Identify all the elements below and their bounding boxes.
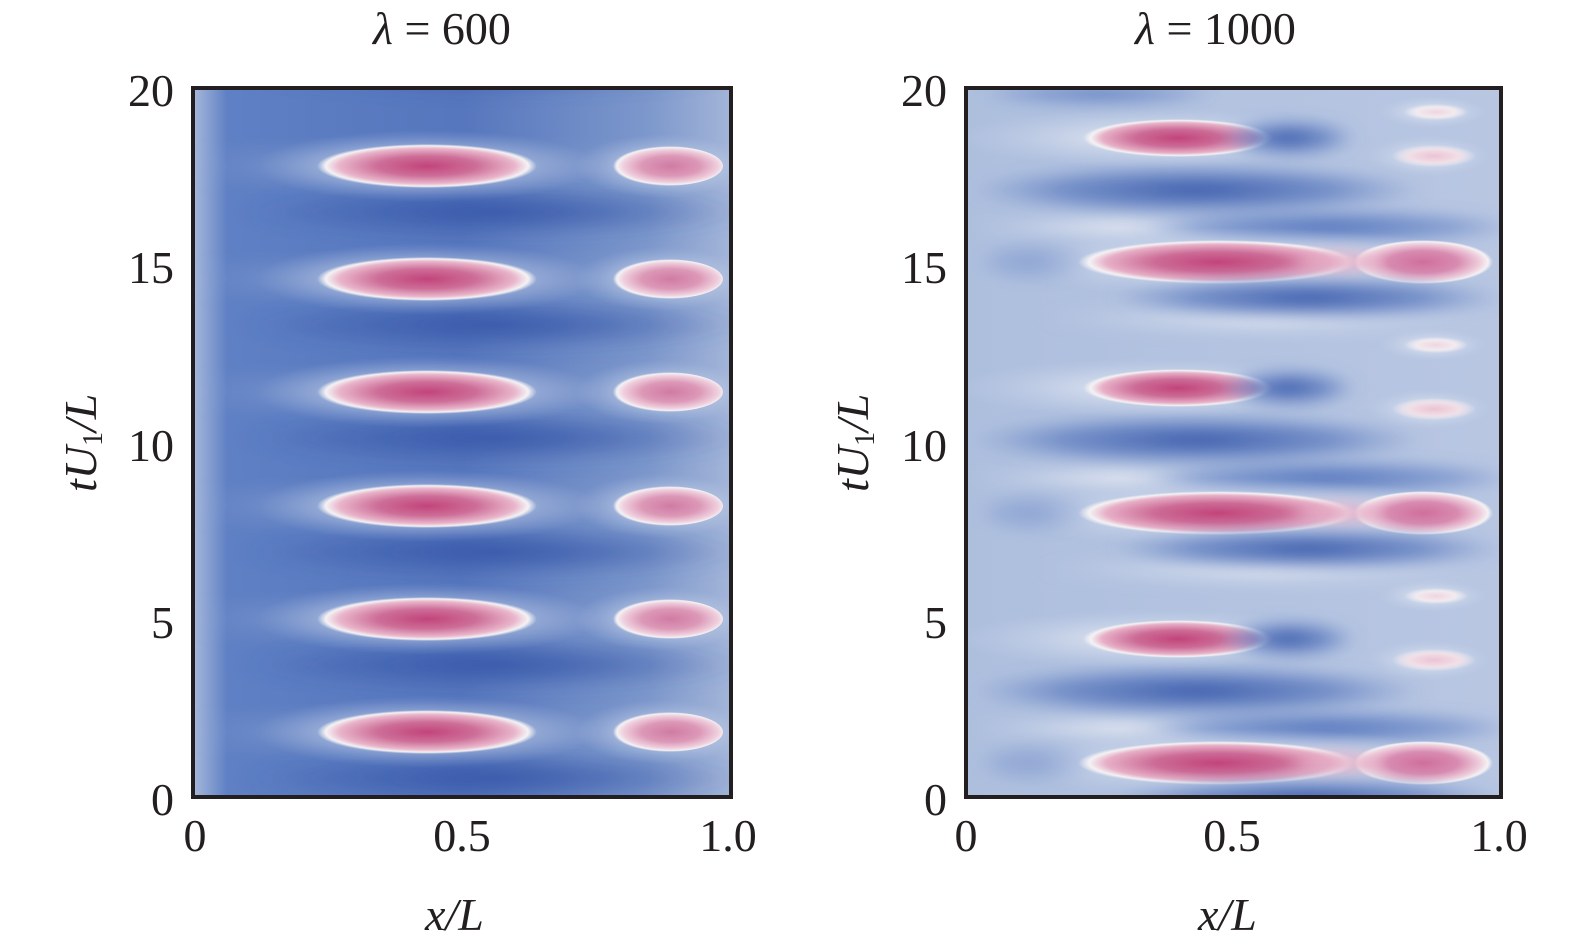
y-tick-15: 15 — [128, 242, 174, 293]
row-t-17-8 — [195, 130, 729, 236]
cycle-3 — [968, 209, 1499, 320]
x-tick-0-5: 0.5 — [1203, 810, 1261, 861]
x-tick-1-0: 1.0 — [1470, 810, 1528, 861]
row-t-5-0 — [195, 583, 729, 689]
cycle-2-short — [968, 300, 1498, 466]
x-axis-label: x/L — [425, 889, 484, 940]
cycle-1 — [968, 710, 1499, 795]
lambda-value: = 600 — [392, 3, 511, 54]
y-tick-0: 0 — [151, 774, 174, 825]
y-tick-15: 15 — [901, 242, 947, 293]
panel-title: λ = 1000 — [1135, 2, 1296, 55]
row-t-11-4 — [195, 356, 729, 462]
y-tick-5: 5 — [924, 597, 947, 648]
row-t-1-8 — [195, 696, 729, 795]
heatmap-plot-area — [191, 86, 733, 799]
x-tick-0: 0 — [183, 810, 207, 861]
y-tick-20: 20 — [901, 65, 947, 116]
lambda-symbol: λ — [373, 3, 393, 54]
lambda-value: = 1000 — [1154, 3, 1296, 54]
cycle-2 — [968, 460, 1499, 571]
x-tick-1-0: 1.0 — [699, 810, 757, 861]
y-tick-5: 5 — [151, 597, 174, 648]
y-tick-20: 20 — [128, 65, 174, 116]
y-tick-0: 0 — [924, 774, 947, 825]
y-tick-10: 10 — [901, 420, 947, 471]
heatmap-image — [195, 90, 729, 795]
heatmap-plot-area — [964, 86, 1503, 799]
y-tick-10: 10 — [128, 420, 174, 471]
x-axis-label: x/L — [1198, 889, 1257, 940]
x-tick-0: 0 — [954, 810, 978, 861]
cycle-3-short — [968, 96, 1492, 216]
row-t-8-2 — [195, 470, 729, 576]
row-t-14-6 — [195, 243, 729, 349]
panel-title: λ = 600 — [373, 2, 511, 55]
x-tick-0-5: 0.5 — [433, 810, 491, 861]
heatmap-image — [968, 90, 1499, 795]
lambda-symbol: λ — [1135, 3, 1155, 54]
